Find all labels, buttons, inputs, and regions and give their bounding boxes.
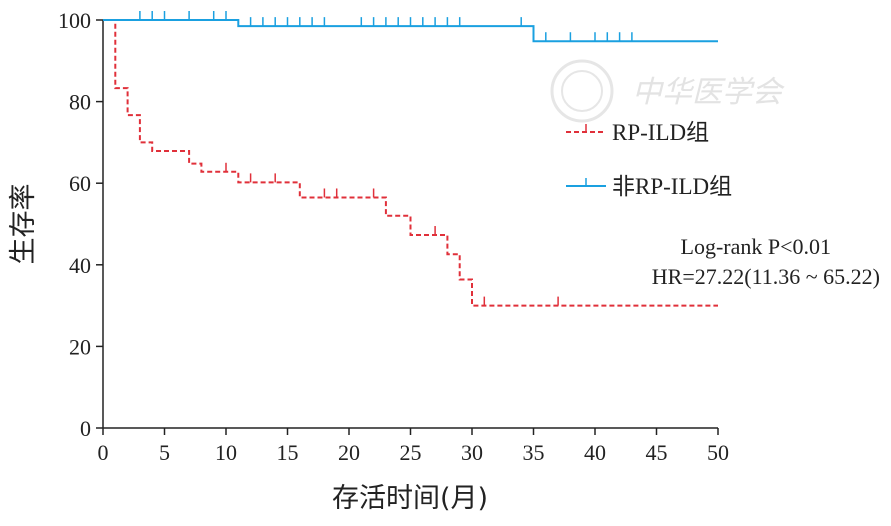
x-tick-label: 40 (584, 440, 606, 465)
y-axis-ticks: 0 20 40 60 80 100 (58, 8, 103, 441)
y-tick-label: 80 (69, 90, 91, 115)
y-tick-label: 0 (80, 416, 91, 441)
x-axis-ticks: 0 5 10 15 20 25 30 35 40 45 50 (98, 428, 729, 465)
y-tick-label: 60 (69, 171, 91, 196)
x-tick-label: 5 (159, 440, 170, 465)
y-tick-label: 40 (69, 253, 91, 278)
x-tick-label: 35 (523, 440, 545, 465)
x-tick-label: 45 (646, 440, 668, 465)
legend-item-rp-ild: RP-ILD组 (566, 120, 709, 145)
x-tick-label: 0 (98, 440, 109, 465)
y-tick-label: 100 (58, 8, 91, 33)
legend-label-non-rp-ild: 非RP-ILD组 (612, 174, 732, 199)
x-tick-label: 15 (277, 440, 299, 465)
x-tick-label: 25 (400, 440, 422, 465)
y-tick-label: 20 (69, 334, 91, 359)
legend: RP-ILD组 非RP-ILD组 (566, 120, 732, 199)
logrank-annotation: Log-rank P<0.01 (681, 234, 832, 259)
x-axis-title: 存活时间(月) (332, 483, 488, 514)
survival-curve-rp-ild (103, 19, 718, 307)
x-tick-label: 30 (461, 440, 483, 465)
watermark-seal (550, 59, 614, 123)
series-non-rp-ild (103, 11, 718, 43)
hazard-ratio-annotation: HR=27.22(11.36 ~ 65.22) (652, 264, 880, 289)
series-rp-ild (103, 19, 718, 307)
watermark-seal-inner (561, 70, 603, 112)
series-layer (103, 11, 718, 307)
x-tick-label: 10 (215, 440, 237, 465)
watermark-text: 中华医学会 (632, 75, 785, 110)
legend-label-rp-ild: RP-ILD组 (612, 120, 709, 145)
legend-item-non-rp-ild: 非RP-ILD组 (566, 174, 732, 199)
x-tick-label: 50 (707, 440, 729, 465)
x-tick-label: 20 (338, 440, 360, 465)
watermark: 中华医学会 (550, 59, 785, 123)
y-axis-title: 生存率 (8, 184, 39, 265)
